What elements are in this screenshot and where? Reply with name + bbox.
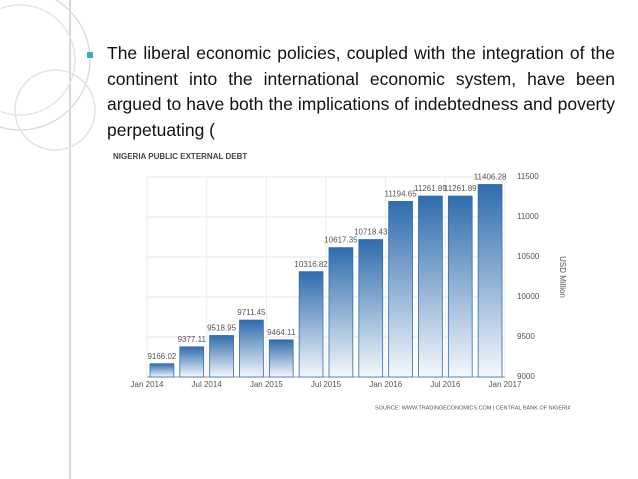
bar [298, 271, 324, 378]
x-tick-label: Jul 2015 [311, 380, 342, 389]
y-tick-label: 11000 [517, 212, 539, 221]
bar [388, 201, 413, 378]
x-tick-label: Jan 2016 [369, 380, 402, 389]
data-label: 11261.89 [444, 184, 477, 193]
y-tick-label: 10000 [517, 292, 540, 301]
bar [447, 195, 473, 378]
data-label: 9166.02 [147, 352, 176, 361]
bullet-text: The liberal economic policies, coupled w… [107, 43, 615, 140]
bullet-marker [87, 52, 93, 58]
x-tick-label: Jul 2014 [192, 380, 223, 389]
y-axis-label: USD Million [558, 256, 567, 298]
bar [209, 335, 234, 378]
bar [358, 239, 384, 378]
data-label: 11261.89 [414, 184, 447, 193]
bar [328, 247, 354, 378]
y-tick-label: 11500 [517, 172, 539, 181]
bar [477, 184, 503, 378]
data-label: 11406.28 [474, 173, 507, 182]
data-label: 10617.35 [324, 236, 358, 245]
data-label: 9518.95 [207, 324, 236, 333]
data-label: 9711.45 [237, 308, 266, 317]
bar [179, 346, 205, 378]
source: SOURCE: WWW.TRADINGECONOMICS.COM | CENTR… [375, 405, 570, 411]
data-label: 10316.82 [294, 260, 328, 269]
bar [149, 363, 175, 378]
y-tick-label: 10500 [517, 252, 540, 261]
chart-title: NIGERIA PUBLIC EXTERNAL DEBT [113, 152, 247, 161]
data-label: 11194.65 [384, 190, 417, 199]
data-label: 10718.43 [354, 228, 388, 237]
bar [239, 319, 264, 378]
data-label: 9464.11 [267, 328, 296, 337]
y-tick-label: 9000 [517, 372, 535, 381]
y-tick-label: 9500 [517, 332, 535, 341]
x-tick-label: Jul 2016 [430, 380, 461, 389]
chart: NIGERIA PUBLIC EXTERNAL DEBT 9000 9500 100… [110, 148, 570, 418]
x-tick-label: Jan 2014 [131, 380, 164, 389]
x-tick-label: Jan 2015 [250, 380, 283, 389]
x-tick-label: Jan 2017 [489, 380, 522, 389]
bar [418, 195, 443, 378]
bar [268, 339, 294, 378]
data-label: 9377.11 [178, 335, 207, 344]
